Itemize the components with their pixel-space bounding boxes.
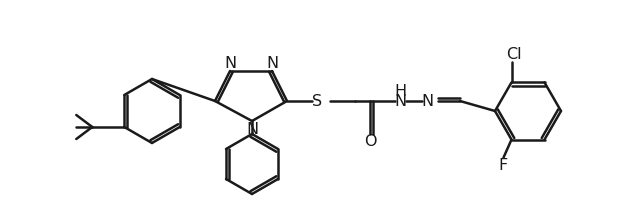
Text: S: S xyxy=(312,94,322,108)
Text: O: O xyxy=(364,134,376,148)
Text: H: H xyxy=(394,83,406,99)
Text: F: F xyxy=(499,158,508,173)
Text: N: N xyxy=(394,94,406,108)
Text: Cl: Cl xyxy=(506,47,522,62)
Text: N: N xyxy=(246,122,258,136)
Text: N: N xyxy=(421,94,433,108)
Text: N: N xyxy=(266,57,278,71)
Text: N: N xyxy=(224,57,236,71)
